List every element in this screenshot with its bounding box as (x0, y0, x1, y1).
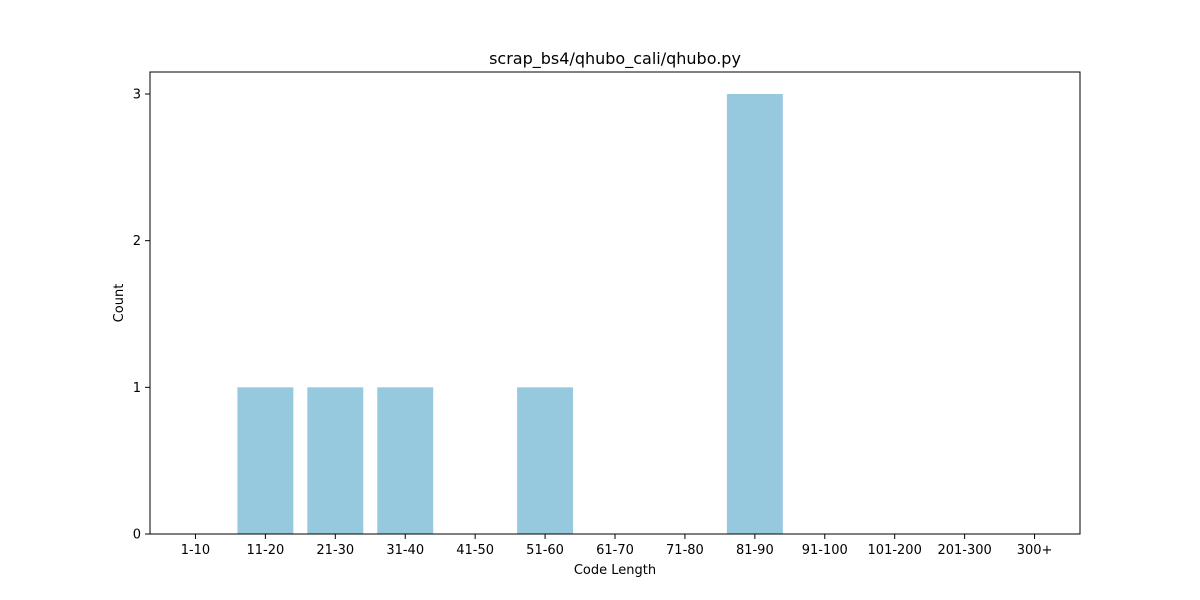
x-tick-label: 71-80 (666, 543, 704, 558)
x-tick-label: 51-60 (526, 543, 564, 558)
x-tick-label: 61-70 (596, 543, 634, 558)
y-tick-label: 1 (133, 381, 141, 396)
x-tick-label: 300+ (1017, 543, 1053, 558)
chart-title: scrap_bs4/qhubo_cali/qhubo.py (489, 49, 741, 69)
y-axis-label: Count (112, 284, 127, 323)
x-tick-label: 81-90 (736, 543, 774, 558)
y-tick-label: 2 (133, 234, 141, 249)
x-tick-label: 41-50 (456, 543, 494, 558)
bar-21-30 (307, 387, 364, 534)
y-tick-label: 0 (133, 528, 141, 543)
x-tick-label: 31-40 (386, 543, 424, 558)
x-tick-label: 91-100 (802, 543, 848, 558)
y-tick-label: 3 (133, 88, 141, 103)
bar-11-20 (237, 387, 294, 534)
bar-31-40 (377, 387, 434, 534)
bar-51-60 (517, 387, 574, 534)
y-axis-ticks: 0 1 2 3 (133, 88, 150, 543)
x-axis-label: Code Length (574, 563, 656, 578)
x-axis-ticks: 1-10 11-20 21-30 31-40 41-50 51-60 61-70 71-80 8… (181, 534, 1053, 558)
x-tick-label: 201-300 (937, 543, 991, 558)
bar-81-90 (726, 94, 783, 534)
plot-area-frame (149, 71, 1081, 535)
x-tick-label: 1-10 (181, 543, 211, 558)
x-tick-label: 11-20 (246, 543, 284, 558)
bars-group (237, 94, 783, 534)
x-tick-label: 21-30 (316, 543, 354, 558)
x-tick-label: 101-200 (868, 543, 922, 558)
